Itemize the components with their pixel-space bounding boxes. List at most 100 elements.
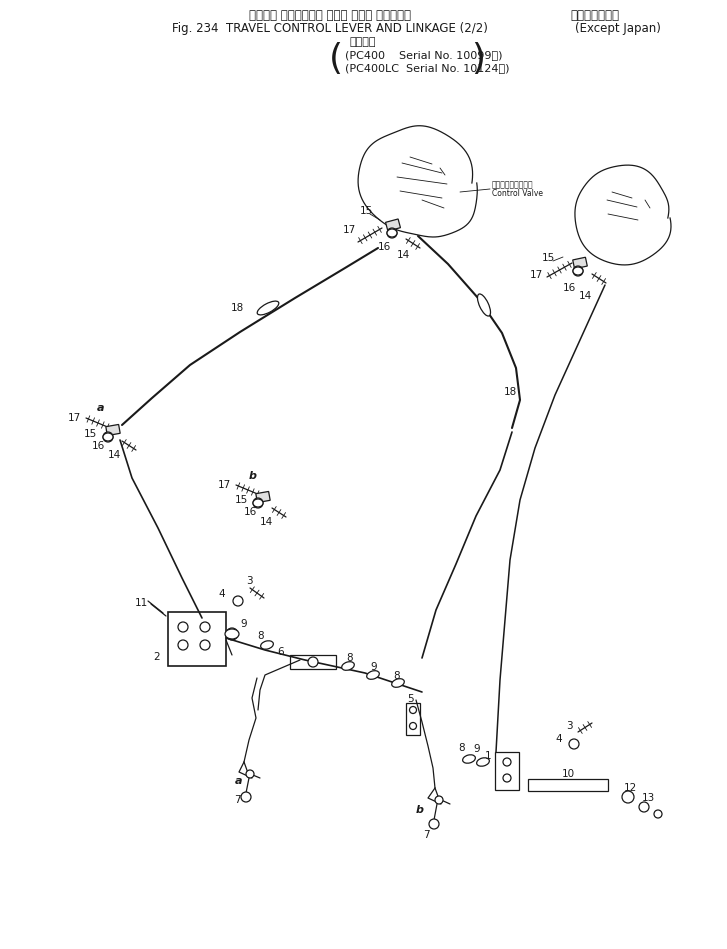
Text: 4: 4 <box>219 589 225 599</box>
Text: 2: 2 <box>153 652 161 662</box>
Text: 17: 17 <box>217 480 230 490</box>
Circle shape <box>639 802 649 812</box>
Polygon shape <box>575 165 671 265</box>
Text: b: b <box>249 471 257 481</box>
Text: 14: 14 <box>260 517 273 527</box>
Text: (Except Japan): (Except Japan) <box>575 22 661 35</box>
Circle shape <box>178 640 188 650</box>
Text: 12: 12 <box>623 783 637 793</box>
Text: 15: 15 <box>234 495 248 505</box>
Ellipse shape <box>342 661 354 670</box>
Circle shape <box>200 640 210 650</box>
Ellipse shape <box>477 758 489 766</box>
Bar <box>106 424 120 436</box>
Ellipse shape <box>392 679 404 687</box>
Bar <box>406 703 420 735</box>
Text: 8: 8 <box>347 653 353 663</box>
Text: 9: 9 <box>241 619 247 629</box>
Circle shape <box>226 628 238 640</box>
Circle shape <box>241 792 251 802</box>
Text: 3: 3 <box>566 721 572 731</box>
Text: 17: 17 <box>342 225 356 235</box>
Text: 15: 15 <box>84 429 97 439</box>
Text: 8: 8 <box>394 671 401 681</box>
Bar <box>290 655 336 669</box>
Text: 走　　行 コントロール レバー および リンケージ: 走 行 コントロール レバー および リンケージ <box>249 9 411 22</box>
Text: 8: 8 <box>459 743 465 753</box>
Text: 7: 7 <box>422 830 430 840</box>
Ellipse shape <box>387 229 397 237</box>
Circle shape <box>435 796 443 804</box>
Ellipse shape <box>257 301 278 315</box>
Circle shape <box>178 622 188 632</box>
Text: (PC400    Serial No. 10099～): (PC400 Serial No. 10099～) <box>345 50 502 60</box>
Text: 5: 5 <box>406 694 414 704</box>
Circle shape <box>409 722 417 730</box>
Text: 9: 9 <box>474 744 481 754</box>
Ellipse shape <box>103 433 113 441</box>
Ellipse shape <box>225 629 239 639</box>
Text: 15: 15 <box>542 253 555 263</box>
Bar <box>495 752 519 790</box>
Text: 適用号機: 適用号機 <box>350 37 377 47</box>
Circle shape <box>308 657 318 667</box>
Ellipse shape <box>478 294 491 316</box>
Text: (: ( <box>329 42 343 76</box>
Text: (PC400LC  Serial No. 10124～): (PC400LC Serial No. 10124～) <box>345 63 510 73</box>
Circle shape <box>233 596 243 606</box>
Circle shape <box>253 498 263 508</box>
Text: 6: 6 <box>278 647 284 657</box>
Text: 8: 8 <box>257 631 265 641</box>
Text: 10: 10 <box>561 769 574 779</box>
Text: 3: 3 <box>246 576 252 586</box>
Circle shape <box>503 774 511 782</box>
Text: 16: 16 <box>244 507 257 517</box>
Text: a: a <box>97 403 105 413</box>
Text: 17: 17 <box>529 270 542 280</box>
Text: 9: 9 <box>371 662 377 672</box>
Circle shape <box>622 791 634 803</box>
Circle shape <box>503 758 511 766</box>
Text: 17: 17 <box>68 413 81 423</box>
Circle shape <box>569 739 579 749</box>
Ellipse shape <box>573 267 583 275</box>
Text: 15: 15 <box>359 206 373 216</box>
Text: b: b <box>416 805 424 815</box>
Text: 18: 18 <box>230 303 244 313</box>
Text: （湯　外　向）: （湯 外 向） <box>570 9 619 22</box>
Text: 13: 13 <box>641 793 654 803</box>
Ellipse shape <box>261 641 273 649</box>
Circle shape <box>387 228 397 238</box>
Circle shape <box>103 432 113 442</box>
Text: 14: 14 <box>396 250 409 260</box>
Bar <box>168 612 226 666</box>
Circle shape <box>200 622 210 632</box>
Bar <box>385 219 401 231</box>
Text: 4: 4 <box>555 734 562 744</box>
Ellipse shape <box>462 754 475 763</box>
Text: 1: 1 <box>485 751 491 761</box>
Text: 16: 16 <box>92 441 105 451</box>
Circle shape <box>429 819 439 829</box>
Text: 11: 11 <box>134 598 148 608</box>
Circle shape <box>654 810 662 818</box>
Circle shape <box>573 266 583 276</box>
Text: 14: 14 <box>579 291 592 301</box>
Text: 16: 16 <box>377 242 390 252</box>
Circle shape <box>246 770 254 778</box>
Text: コントロールバルブ: コントロールバルブ <box>492 180 534 190</box>
Text: Control Valve: Control Valve <box>492 189 543 197</box>
Text: 14: 14 <box>108 450 121 460</box>
Bar <box>256 492 270 503</box>
Text: ): ) <box>471 42 485 76</box>
Ellipse shape <box>253 499 263 507</box>
Text: 18: 18 <box>503 387 517 397</box>
Text: Fig. 234  TRAVEL CONTROL LEVER AND LINKAGE (2/2): Fig. 234 TRAVEL CONTROL LEVER AND LINKAG… <box>172 22 488 35</box>
Bar <box>573 257 587 269</box>
Text: a: a <box>236 776 243 786</box>
Bar <box>528 779 608 791</box>
Text: 7: 7 <box>233 795 241 805</box>
Polygon shape <box>358 125 478 237</box>
Text: 16: 16 <box>563 283 576 293</box>
Circle shape <box>409 706 417 714</box>
